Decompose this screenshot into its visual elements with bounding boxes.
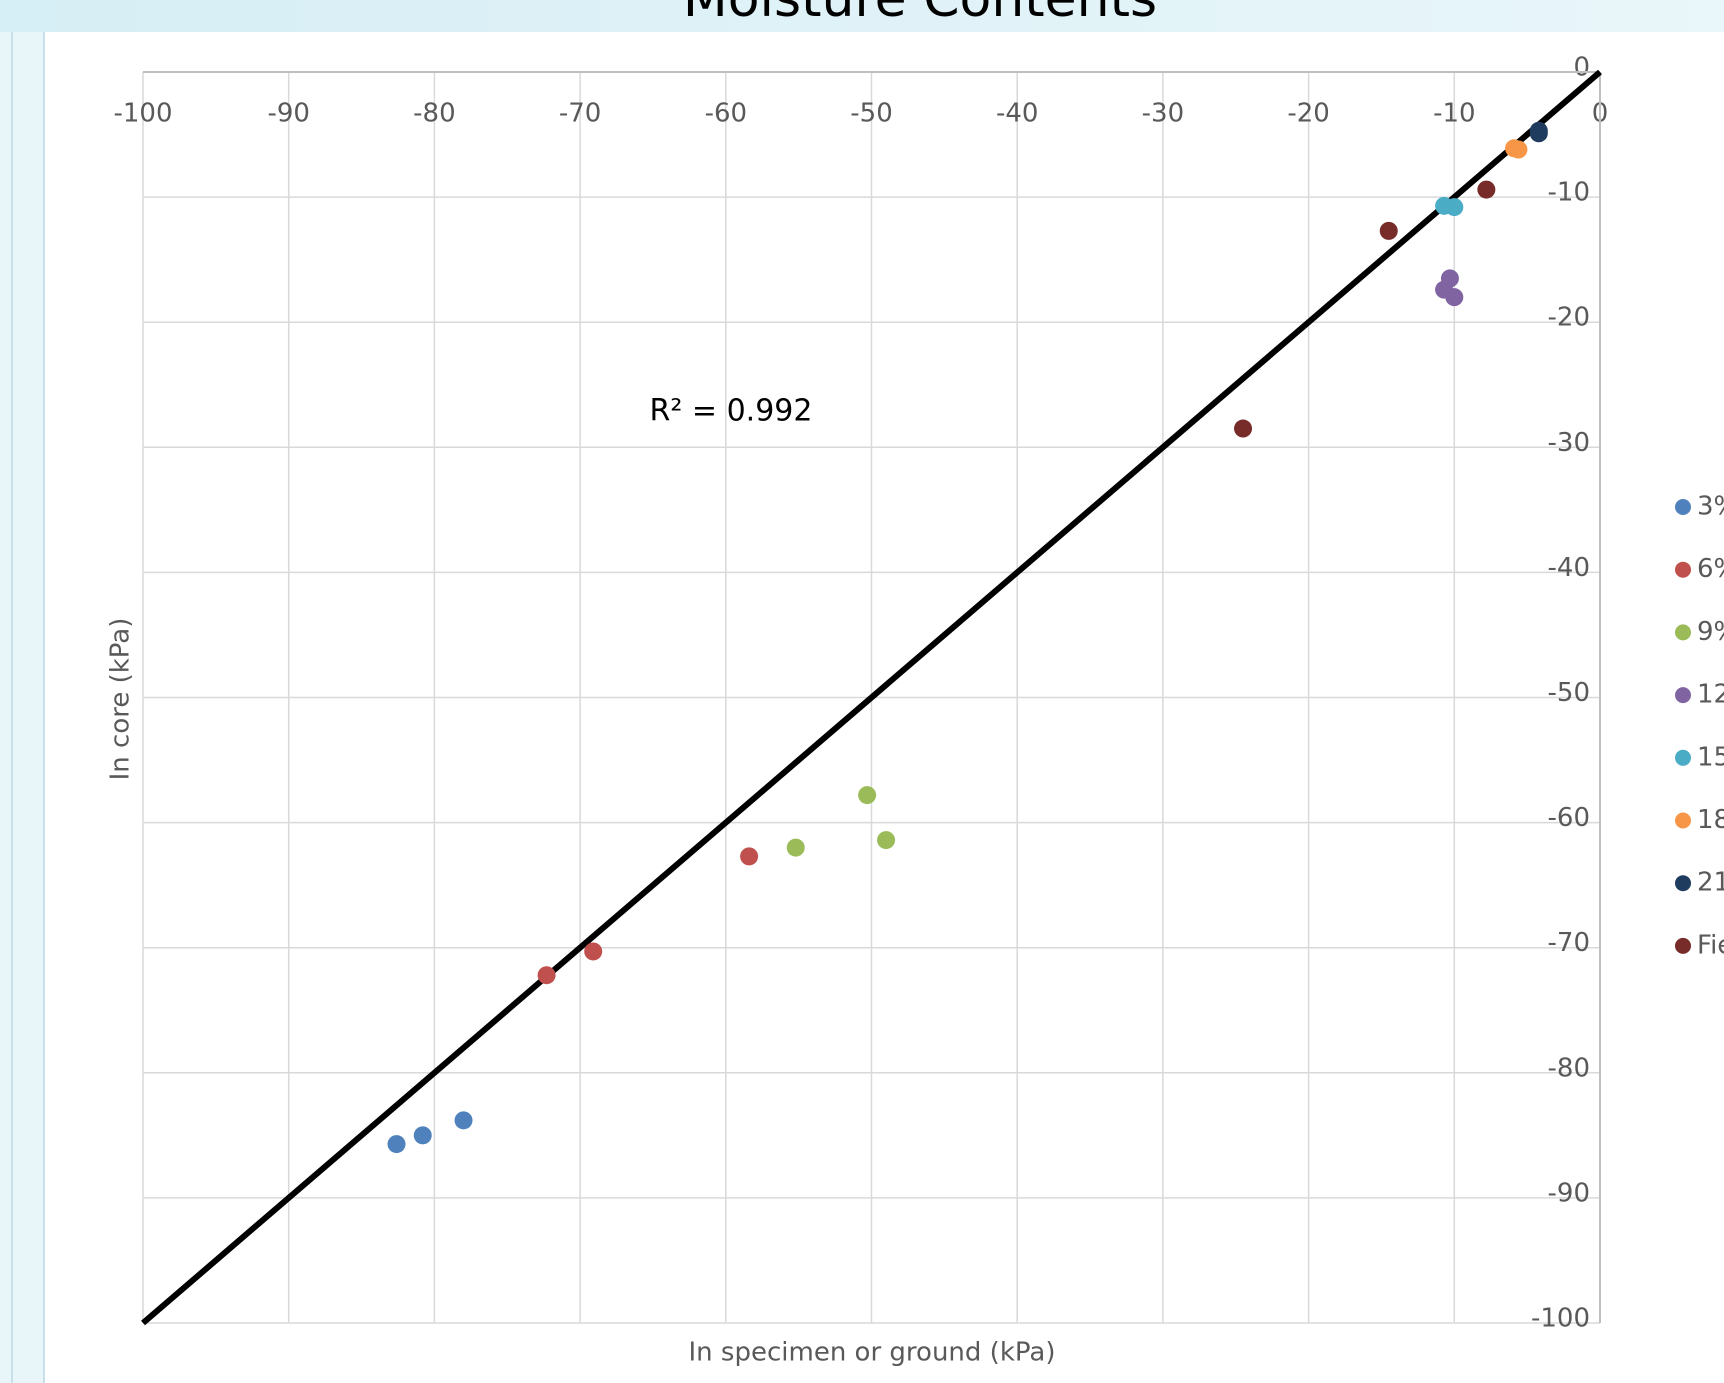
point <box>1509 140 1528 159</box>
legend-marker <box>1675 624 1691 641</box>
x-tick-label: -70 <box>559 99 601 129</box>
point <box>387 1135 406 1154</box>
point <box>1445 198 1464 217</box>
legend-marker <box>1675 812 1691 829</box>
y-tick-label: -100 <box>1531 1304 1590 1334</box>
y-tick-label: -60 <box>1548 803 1590 833</box>
point <box>786 838 805 857</box>
y-tick-label: -40 <box>1548 553 1590 583</box>
legend-label: 21% <box>1697 868 1724 898</box>
x-tick-label: -20 <box>1287 99 1329 129</box>
point <box>1529 124 1548 143</box>
y-tick-label: -50 <box>1548 678 1590 708</box>
title-band <box>0 0 1724 32</box>
point <box>1234 419 1253 438</box>
x-tick-label: -60 <box>705 99 747 129</box>
y-tick-label: -20 <box>1548 303 1590 333</box>
point <box>877 831 896 850</box>
point <box>858 786 877 805</box>
x-tick-label: -50 <box>850 99 892 129</box>
legend-label: 12% <box>1697 680 1724 710</box>
point <box>1379 221 1398 240</box>
x-tick-label: -10 <box>1433 99 1475 129</box>
y-tick-label: -90 <box>1548 1178 1590 1208</box>
trendline <box>141 69 1602 1326</box>
point <box>413 1126 432 1145</box>
y-tick-label: -10 <box>1548 178 1590 208</box>
x-axis-title: In specimen or ground (kPa) <box>689 1338 1056 1368</box>
legend-marker <box>1675 561 1691 578</box>
x-tick-label: -100 <box>113 99 172 129</box>
legend-label: 6% <box>1697 554 1724 584</box>
legend-label: Field <box>1697 930 1724 960</box>
legend-label: 3% <box>1697 492 1724 522</box>
x-tick-label: -80 <box>413 99 455 129</box>
legend-marker <box>1675 687 1691 704</box>
y-tick-label: 0 <box>1573 53 1590 83</box>
x-tick-label: -30 <box>1142 99 1184 129</box>
left-strip <box>0 32 44 1383</box>
x-tick-label: -90 <box>267 99 309 129</box>
y-tick-label: -80 <box>1548 1053 1590 1083</box>
legend-marker <box>1675 937 1691 954</box>
legend-marker <box>1675 749 1691 766</box>
legend-marker <box>1675 875 1691 892</box>
point <box>454 1111 473 1130</box>
x-tick-label: -40 <box>996 99 1038 129</box>
y-axis-title: In core (kPa) <box>106 618 136 781</box>
y-tick-label: -30 <box>1548 428 1590 458</box>
point <box>1445 288 1464 307</box>
y-tick-label: -70 <box>1548 928 1590 958</box>
legend-label: 9% <box>1697 617 1724 647</box>
legend-label: 18% <box>1697 805 1724 835</box>
point <box>537 966 556 985</box>
legend-label: 15% <box>1697 742 1724 772</box>
point <box>740 847 759 866</box>
point <box>584 942 603 961</box>
chart-title: Moisture Contents <box>683 0 1157 29</box>
legend-marker <box>1675 499 1691 515</box>
annotation: R² = 0.992 <box>650 394 813 429</box>
point <box>1477 180 1496 199</box>
